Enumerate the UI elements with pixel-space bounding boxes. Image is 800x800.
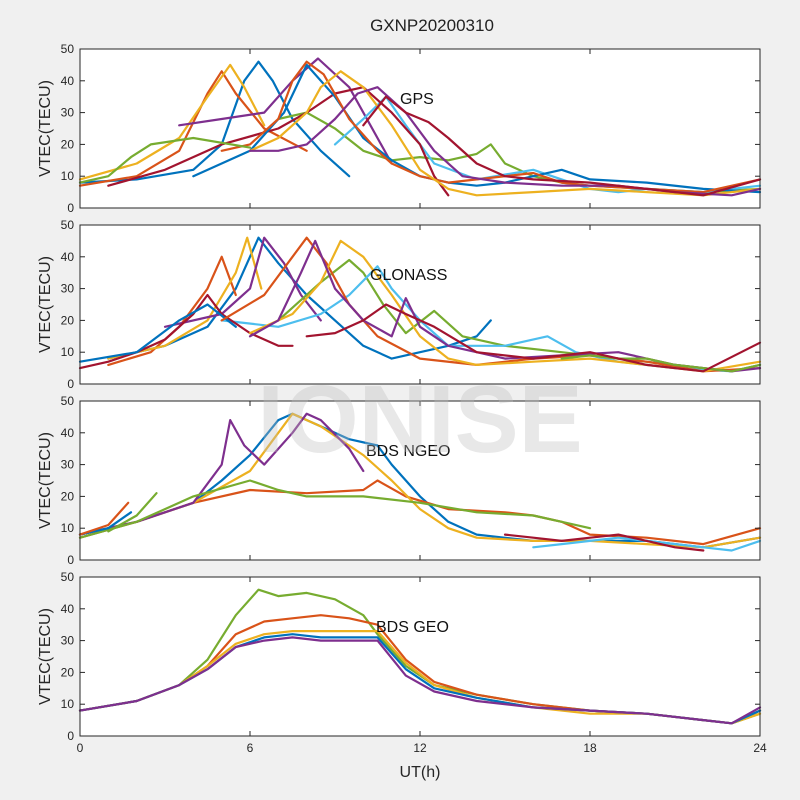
series-line-7 (78, 303, 237, 363)
series-line-4 (78, 636, 762, 725)
y-tick-label: 0 (67, 377, 74, 391)
chart-panel-0: 0 10 20 30 40 50 VTEC(TECU) GPS (37, 42, 762, 215)
y-tick-label: 10 (61, 521, 75, 535)
chart-panel-2: 0 10 20 30 40 50 VTEC(TECU) BDS NGEO (37, 394, 762, 567)
series-line-2 (78, 412, 762, 549)
y-axis-label: VTEC(TECU) (37, 608, 54, 705)
y-tick-label: 10 (61, 169, 75, 183)
plot-area (80, 401, 760, 560)
series-line-2 (78, 63, 266, 181)
series-line-1 (107, 255, 237, 366)
series-line-11 (78, 136, 252, 184)
y-axis-label: VTEC(TECU) (37, 80, 54, 177)
y-tick-label: 10 (61, 697, 75, 711)
series-line-6 (78, 293, 294, 370)
figure-title: GXNP20200310 (370, 16, 494, 35)
watermark-text: IONISE (257, 366, 582, 473)
series-line-2 (107, 236, 263, 360)
y-tick-label: 40 (61, 426, 75, 440)
series-line-8 (78, 501, 130, 536)
chart-panel-1: 0 10 20 30 40 50 VTEC(TECU) GLONASS (37, 218, 762, 391)
series-line-0 (107, 236, 492, 360)
series-line-11 (560, 354, 762, 373)
x-tick-label: 12 (413, 741, 427, 755)
panel-label: BDS GEO (376, 619, 449, 636)
y-tick-label: 0 (67, 553, 74, 567)
y-axis-label: VTEC(TECU) (37, 432, 54, 529)
y-tick-label: 0 (67, 729, 74, 743)
y-tick-label: 50 (61, 218, 75, 232)
panel-label: BDS NGEO (366, 443, 450, 460)
x-axis-label: UT(h) (400, 764, 441, 781)
panel-label: GPS (400, 91, 434, 108)
series-line-6 (503, 533, 705, 552)
series-line-3 (78, 412, 365, 536)
y-tick-label: 30 (61, 634, 75, 648)
y-tick-label: 40 (61, 250, 75, 264)
series-line-1 (78, 70, 308, 187)
y-axis-label: VTEC(TECU) (37, 256, 54, 353)
y-tick-label: 20 (61, 489, 75, 503)
x-tick-label: 24 (753, 741, 767, 755)
x-tick-label: 6 (247, 741, 254, 755)
series-line-9 (107, 492, 158, 533)
series-line-4 (78, 479, 592, 539)
y-tick-label: 40 (61, 602, 75, 616)
series-line-9 (248, 70, 762, 197)
y-tick-label: 30 (61, 282, 75, 296)
y-tick-label: 0 (67, 201, 74, 215)
series-line-0 (78, 60, 351, 184)
series-line-12 (362, 95, 762, 197)
y-tick-label: 20 (61, 665, 75, 679)
x-tick-label: 0 (77, 741, 84, 755)
series-line-8 (220, 236, 762, 373)
panel-label: GLONASS (370, 267, 447, 284)
chart-panel-3: 0 10 20 30 40 50 0 6 12 18 24 VTEC(TECU) BDS GEO UT(h… (37, 570, 767, 781)
y-tick-label: 50 (61, 42, 75, 56)
y-tick-label: 50 (61, 570, 75, 584)
y-tick-label: 30 (61, 106, 75, 120)
y-tick-label: 10 (61, 345, 75, 359)
series-line-12 (305, 303, 762, 373)
y-tick-label: 20 (61, 137, 75, 151)
y-tick-label: 20 (61, 313, 75, 327)
plot-area (80, 577, 760, 736)
panels: 0 10 20 30 40 50 VTEC(TECU) GPS 0 10 20 30 40 50 VTEC(… (37, 42, 767, 781)
y-tick-label: 30 (61, 458, 75, 472)
x-tick-label: 18 (583, 741, 597, 755)
series-line-1 (78, 479, 762, 546)
y-tick-label: 50 (61, 394, 75, 408)
y-tick-label: 40 (61, 74, 75, 88)
